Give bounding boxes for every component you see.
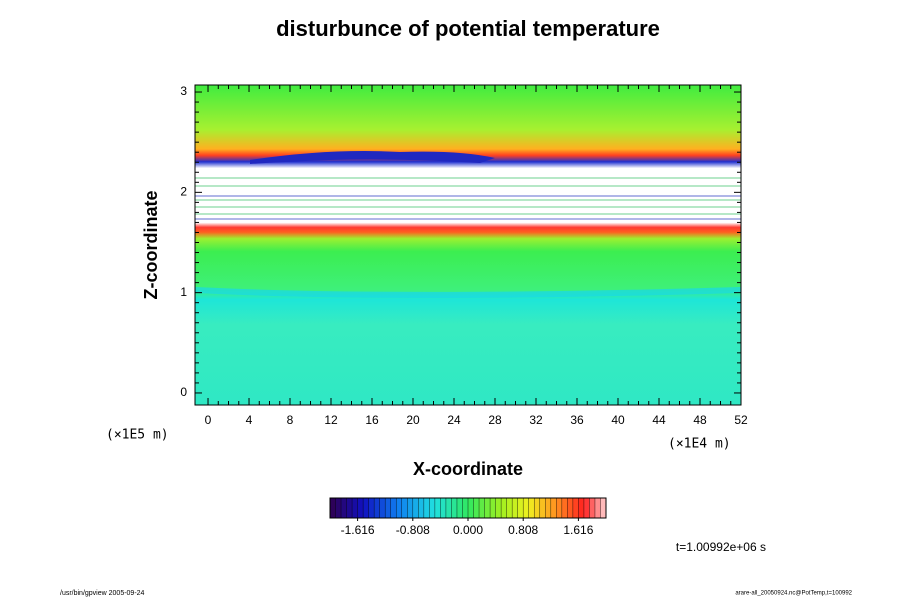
colorbar-cell xyxy=(434,498,441,518)
colorbar-cell xyxy=(401,498,408,518)
colorbar-cell xyxy=(379,498,386,518)
chart-title: disturbunce of potential temperature xyxy=(276,16,660,41)
colorbar-cell xyxy=(468,498,474,518)
x-tick-label: 20 xyxy=(406,413,420,427)
colorbar-cell xyxy=(462,498,469,518)
colorbar-cell xyxy=(545,498,552,518)
field-image xyxy=(195,85,741,405)
field xyxy=(195,85,741,405)
colorbar-cell xyxy=(583,498,590,518)
colorbar-tick-label: 0.000 xyxy=(453,523,483,537)
field-blob xyxy=(250,151,495,164)
colorbar-cell xyxy=(341,498,347,518)
colorbar-cell xyxy=(550,498,557,518)
field-blob xyxy=(195,287,741,298)
x-tick-label: 44 xyxy=(652,413,666,427)
colorbar-cell xyxy=(357,498,364,518)
y-tick-label: 3 xyxy=(180,84,187,98)
colorbar-cell xyxy=(506,498,513,518)
x-tick-label: 36 xyxy=(570,413,584,427)
colorbar-cell xyxy=(390,498,397,518)
colorbar-cell xyxy=(528,498,535,518)
colorbar-cell xyxy=(517,498,524,518)
colorbar-tick-label: -1.616 xyxy=(341,523,375,537)
colorbar-cell xyxy=(572,498,579,518)
colorbar-cell xyxy=(396,498,403,518)
colorbar-cell xyxy=(512,498,518,518)
colorbar-cell xyxy=(600,498,607,518)
plot-frame xyxy=(194,84,742,406)
colorbar-cell xyxy=(578,498,585,518)
colorbar-cell xyxy=(495,498,502,518)
y-tick-label: 0 xyxy=(180,385,187,399)
colorbar-tick-label: -0.808 xyxy=(396,523,430,537)
colorbar-cell xyxy=(561,498,568,518)
colorbar-cell xyxy=(423,498,430,518)
x-tick-label: 52 xyxy=(734,413,748,427)
y-axis-title: Z-coordinate xyxy=(141,190,161,299)
colorbar-cell xyxy=(445,498,452,518)
field-stripes xyxy=(195,177,741,215)
x-axis-title: X-coordinate xyxy=(413,459,523,479)
footer-right: arare-all_20050924.nc@PotTemp,t=100992 xyxy=(735,591,852,597)
y-tick-label: 1 xyxy=(180,285,187,299)
field-stripes xyxy=(195,195,741,220)
time-annotation: t=1.00992e+06 s xyxy=(676,540,766,554)
colorbar-cell xyxy=(346,498,353,518)
colorbar-cell xyxy=(363,498,369,518)
colorbar-cell xyxy=(368,498,375,518)
colorbar-cell xyxy=(418,498,425,518)
x-tick-label: 32 xyxy=(529,413,543,427)
colorbar-cell xyxy=(479,498,485,518)
colorbar-cell xyxy=(589,498,596,518)
colorbar-cell xyxy=(501,498,507,518)
colorbar-cell xyxy=(539,498,546,518)
x-tick-label: 24 xyxy=(447,413,461,427)
x-tick-label: 0 xyxy=(205,413,212,427)
colorbar-cell xyxy=(484,498,491,518)
colorbar-cell xyxy=(429,498,436,518)
colorbar-cell xyxy=(335,498,342,518)
colorbar-cell xyxy=(330,498,336,518)
footer-left: /usr/bin/gpview 2005-09-24 xyxy=(60,590,145,597)
colorbar-cell xyxy=(385,498,392,518)
colorbar-cell xyxy=(556,498,563,518)
colorbar-cell xyxy=(374,498,380,518)
colorbar-cell xyxy=(490,498,496,518)
x-tick-label: 8 xyxy=(287,413,294,427)
x-tick-label: 16 xyxy=(365,413,379,427)
y-unit: (×1E5 m) xyxy=(106,428,169,443)
x-tick-label: 48 xyxy=(693,413,707,427)
colorbar-cell xyxy=(407,498,414,518)
colorbar-tick-label: 0.808 xyxy=(508,523,538,537)
colorbar-cell xyxy=(412,498,419,518)
x-tick-label: 4 xyxy=(246,413,253,427)
x-unit: (×1E4 m) xyxy=(668,437,731,452)
colorbar-cell xyxy=(594,498,601,518)
colorbar-tick-label: 1.616 xyxy=(563,523,593,537)
colorbar-cell xyxy=(473,498,480,518)
colorbar-cell xyxy=(352,498,358,518)
colorbar-cell xyxy=(523,498,530,518)
colorbar-cell xyxy=(567,498,574,518)
y-tick-label: 2 xyxy=(180,185,187,199)
colorbar-cell xyxy=(451,498,458,518)
x-tick-label: 28 xyxy=(488,413,502,427)
x-tick-label: 12 xyxy=(324,413,338,427)
colorbar-cell xyxy=(456,498,463,518)
colorbar-cell xyxy=(534,498,541,518)
x-tick-label: 40 xyxy=(611,413,625,427)
colorbar-cell xyxy=(440,498,447,518)
